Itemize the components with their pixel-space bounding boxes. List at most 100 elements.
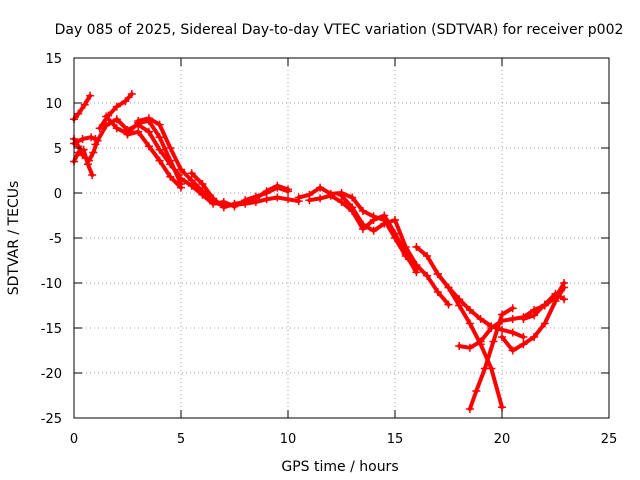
data-point [155, 156, 164, 165]
data-point [391, 229, 399, 238]
data-point [198, 180, 207, 188]
chart-title: Day 085 of 2025, Sidereal Day-to-day VTE… [55, 22, 624, 38]
data-point [102, 121, 111, 130]
data-point [465, 319, 474, 328]
data-point [519, 340, 528, 349]
data-point [121, 97, 130, 106]
data-point [112, 115, 121, 124]
data-point [337, 191, 346, 200]
data-point [127, 90, 136, 98]
y-tick-label: -20 [41, 367, 62, 382]
data-point [230, 199, 239, 208]
data-point [80, 100, 89, 109]
data-point [551, 297, 560, 305]
data-point [177, 174, 185, 183]
data-point [560, 295, 569, 304]
data-point [380, 219, 389, 228]
data-point [134, 117, 143, 125]
series-track-7 [104, 114, 183, 186]
x-axis-label: GPS time / hours [281, 459, 398, 475]
data-point [530, 311, 539, 320]
data-point [498, 325, 506, 334]
data-point [91, 140, 100, 149]
data-point [412, 268, 421, 277]
data-point [519, 315, 528, 323]
data-point [87, 133, 96, 142]
x-tick-label: 10 [280, 432, 297, 447]
data-point [316, 183, 325, 192]
data-point [166, 144, 175, 152]
data-point [144, 114, 153, 123]
data-point [74, 148, 83, 157]
data-point [444, 283, 453, 292]
series-track-5 [97, 92, 134, 131]
data-point [423, 252, 432, 260]
data-point [155, 133, 164, 142]
data-point [476, 315, 485, 323]
series-track-18 [467, 306, 515, 411]
data-point [498, 333, 506, 341]
data-point [144, 142, 153, 151]
y-tick-label: 5 [54, 142, 62, 157]
data-point [380, 211, 389, 220]
data-point [79, 145, 88, 154]
data-point [74, 109, 83, 118]
series-track-1 [72, 93, 92, 122]
data-point [412, 243, 421, 251]
series-track-12 [189, 171, 290, 210]
data-point [155, 145, 164, 154]
y-tick-label: -10 [41, 277, 62, 292]
data-point [498, 403, 506, 412]
data-point [78, 135, 87, 143]
y-tick-label: -25 [41, 412, 62, 427]
data-point [187, 169, 196, 178]
y-tick-label: 10 [45, 97, 62, 112]
data-point [433, 288, 442, 296]
data-point [273, 181, 282, 190]
data-point [326, 191, 335, 200]
data-point [465, 343, 474, 352]
grid [74, 58, 609, 418]
data-point [273, 193, 282, 202]
y-tick-label: -5 [49, 232, 62, 247]
series-group [70, 90, 569, 413]
data-point [423, 271, 432, 280]
data-point [498, 316, 506, 325]
data-point [551, 289, 560, 298]
x-tick-label: 15 [387, 432, 404, 447]
x-tick-label: 25 [601, 432, 618, 447]
data-point [530, 333, 539, 341]
data-point [560, 283, 569, 292]
data-point [508, 315, 517, 323]
data-point [187, 181, 196, 190]
data-point [348, 193, 357, 202]
data-point [86, 91, 95, 100]
y-tick-label: 0 [54, 187, 62, 202]
data-point [262, 187, 271, 196]
data-point [102, 112, 111, 121]
data-point [134, 127, 143, 136]
data-point [369, 226, 378, 235]
data-point [88, 171, 97, 179]
axis-ticks: 0 5 10 15 20 25 -25 -20 -15 -10 -5 0 5 10 15 [41, 52, 618, 447]
data-point [348, 203, 357, 212]
data-point [508, 346, 517, 355]
data-point [83, 160, 92, 169]
data-point [540, 300, 549, 309]
data-point [155, 120, 164, 129]
data-point [284, 185, 292, 194]
data-point [284, 195, 292, 204]
data-point [519, 333, 528, 341]
y-tick-label: 15 [45, 52, 62, 67]
data-point [358, 220, 367, 229]
data-point [489, 337, 498, 346]
data-point [177, 165, 185, 174]
data-point [412, 261, 421, 269]
data-point [294, 193, 303, 202]
data-point [433, 270, 442, 278]
data-point [241, 198, 250, 206]
data-point [455, 342, 464, 350]
data-point [472, 387, 481, 395]
data-point [166, 156, 175, 165]
